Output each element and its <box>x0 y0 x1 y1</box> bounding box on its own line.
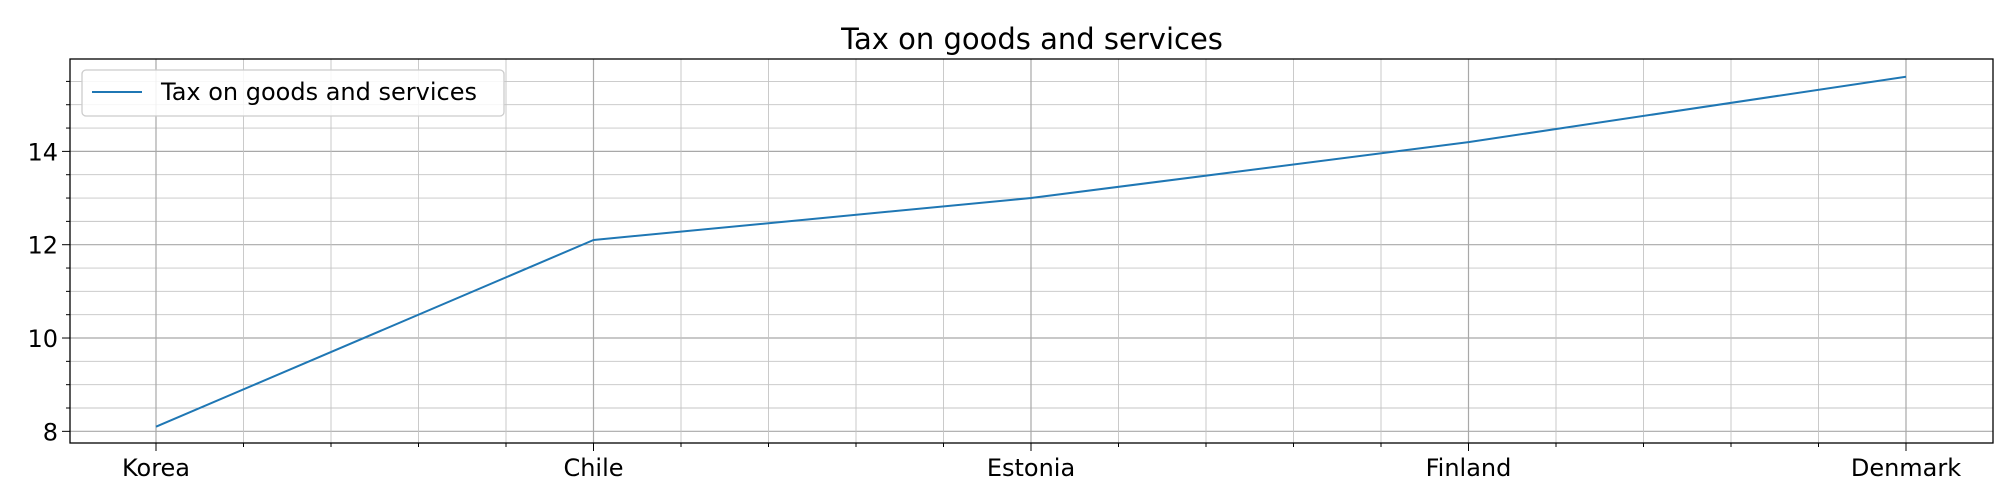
x-tick-label: Estonia <box>987 454 1075 482</box>
x-tick-label: Finland <box>1426 454 1512 482</box>
legend-box <box>81 69 505 117</box>
chart-title: Tax on goods and services <box>840 22 1223 56</box>
plot-frame <box>69 58 1994 444</box>
series-line <box>155 75 1907 428</box>
y-tick-label: 12 <box>27 232 58 260</box>
grid <box>70 59 1993 443</box>
legend-label: Tax on goods and services <box>160 78 477 106</box>
y-tick-label: 8 <box>43 418 58 446</box>
x-tick-label: Chile <box>563 454 623 482</box>
x-tick-label: Denmark <box>1851 454 1961 482</box>
x-tick-label: Korea <box>122 454 190 482</box>
axis-ticks: 8 10 12 14 Korea Chile Estonia Finland Denmark <box>27 80 1961 482</box>
y-tick-label: 14 <box>27 138 58 166</box>
series-layer <box>155 75 1907 428</box>
y-tick-label: 10 <box>27 325 58 353</box>
legend: Tax on goods and services <box>81 69 505 117</box>
